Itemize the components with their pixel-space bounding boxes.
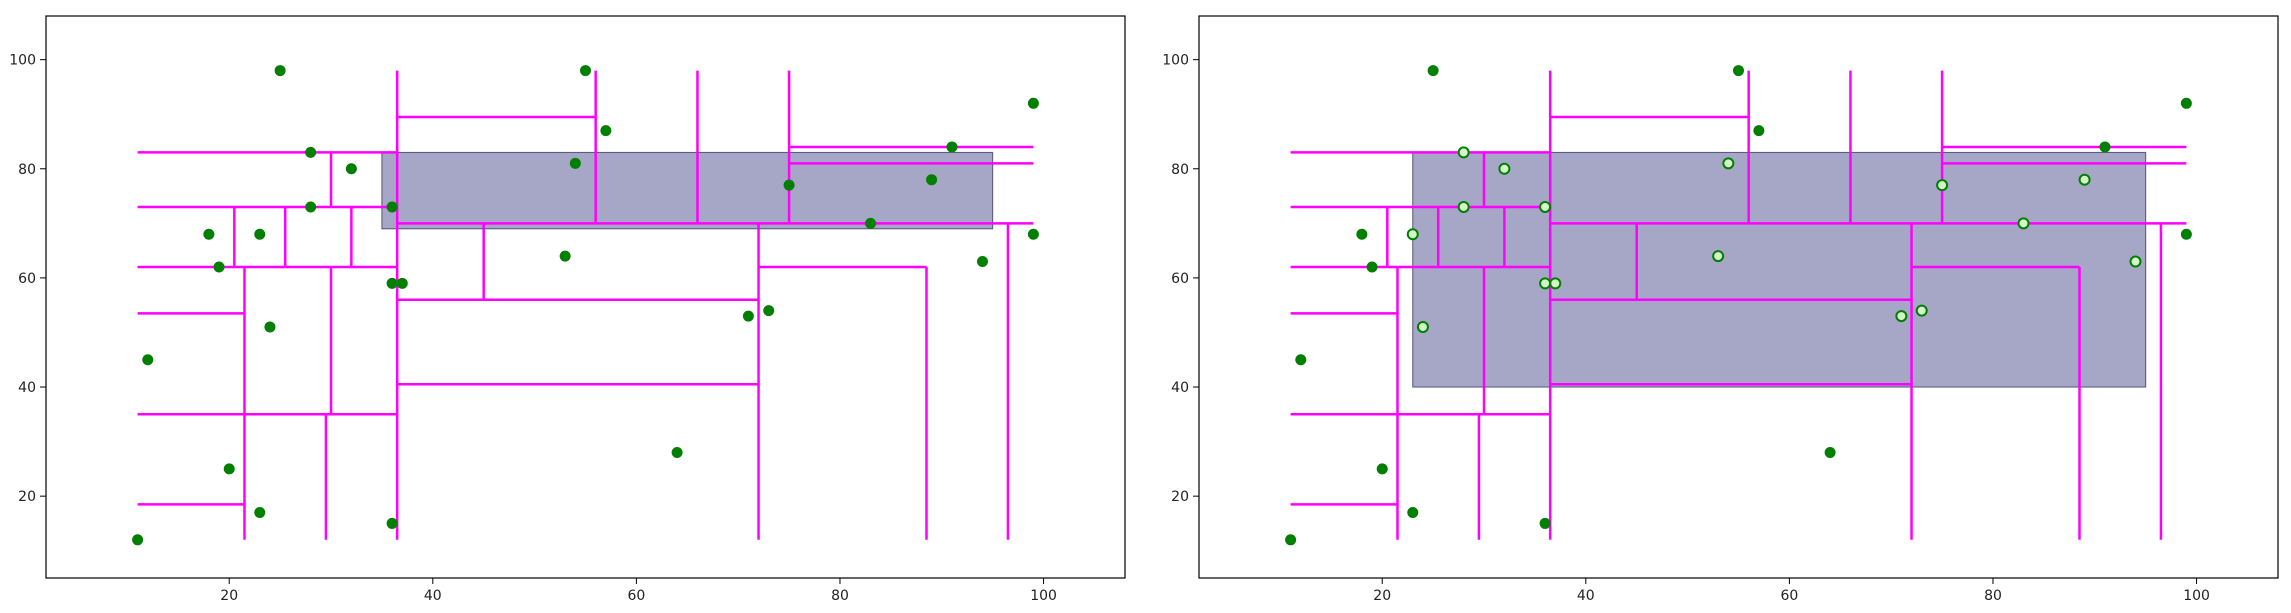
data-point: [1824, 447, 1836, 459]
data-point: [1295, 354, 1307, 366]
data-point: [1539, 517, 1551, 529]
highlighted-point: [1712, 250, 1725, 263]
data-point: [600, 125, 612, 137]
data-point: [569, 157, 581, 169]
highlighted-point: [1895, 310, 1908, 323]
y-tick-label: 100: [9, 53, 36, 69]
data-point: [926, 174, 938, 186]
x-tick-label: 20: [220, 588, 238, 604]
x-tick-label: 40: [1577, 588, 1595, 604]
query-rectangle: [381, 151, 994, 230]
data-point: [1407, 507, 1419, 519]
data-point: [142, 354, 154, 366]
axes-frame: [1198, 15, 2279, 579]
data-point: [742, 310, 754, 322]
x-tick-label: 20: [1373, 588, 1391, 604]
highlighted-point: [1416, 321, 1429, 334]
data-point: [254, 228, 266, 240]
highlighted-point: [2017, 217, 2030, 230]
data-point: [132, 534, 144, 546]
y-tick-label: 20: [1171, 489, 1189, 505]
data-point: [976, 256, 988, 268]
data-point: [203, 228, 215, 240]
data-point: [580, 65, 591, 77]
x-tick-label: 100: [1030, 588, 1057, 604]
data-point: [1733, 65, 1744, 77]
highlighted-point: [1915, 304, 1928, 317]
kd-tree-panel-right: 20 40 60 80 100 20 40 60 80 100: [1162, 15, 2279, 604]
data-point: [1027, 97, 1039, 109]
x-tick-label: 60: [627, 588, 645, 604]
data-point: [305, 201, 317, 213]
data-point: [1753, 125, 1765, 137]
x-tick-label: 100: [2183, 588, 2210, 604]
data-point: [2099, 141, 2111, 153]
data-point: [1027, 228, 1039, 240]
kd-tree-panel-left: 20 40 60 80 100 20 40 60 80 100: [9, 15, 1126, 604]
data-point: [305, 146, 317, 158]
highlighted-point: [1936, 179, 1949, 192]
data-point: [783, 179, 795, 191]
data-point: [274, 65, 286, 77]
data-point: [559, 250, 571, 262]
data-point: [223, 463, 235, 475]
data-point: [213, 261, 225, 273]
highlighted-point: [2078, 173, 2091, 186]
highlighted-point: [1406, 228, 1419, 241]
data-point: [396, 277, 408, 289]
data-point: [1376, 463, 1388, 475]
data-point: [2180, 97, 2192, 109]
query-rectangle: [1412, 151, 2147, 388]
data-point: [1356, 228, 1368, 240]
y-tick-label: 60: [18, 271, 36, 287]
highlighted-point: [1539, 277, 1552, 290]
highlighted-point: [1549, 277, 1562, 290]
data-point: [254, 507, 266, 519]
data-point: [2180, 228, 2192, 240]
y-tick-label: 60: [1171, 271, 1189, 287]
y-tick-label: 40: [18, 380, 36, 396]
highlighted-point: [1722, 157, 1735, 170]
x-tick-label: 80: [1984, 588, 2002, 604]
data-point: [1427, 65, 1439, 77]
y-tick-label: 80: [1171, 162, 1189, 178]
data-point: [386, 517, 398, 529]
y-tick-label: 100: [1162, 53, 1189, 69]
highlighted-point: [1457, 146, 1470, 159]
data-point: [763, 305, 775, 317]
highlighted-point: [2129, 255, 2142, 268]
y-tick-label: 80: [18, 162, 36, 178]
data-point: [671, 447, 683, 459]
data-point: [865, 217, 877, 229]
y-tick-label: 20: [18, 489, 36, 505]
data-point: [1366, 261, 1378, 273]
highlighted-point: [1457, 200, 1470, 213]
data-point: [386, 201, 398, 213]
data-point: [345, 163, 357, 175]
x-tick-label: 60: [1780, 588, 1798, 604]
data-point: [1285, 534, 1297, 546]
axes-frame: [45, 15, 1126, 579]
highlighted-point: [1498, 162, 1511, 175]
highlighted-point: [1539, 200, 1552, 213]
y-tick-label: 40: [1171, 380, 1189, 396]
data-point: [264, 321, 276, 333]
x-tick-label: 40: [424, 588, 442, 604]
data-point: [386, 277, 398, 289]
data-point: [946, 141, 958, 153]
x-tick-label: 80: [831, 588, 849, 604]
